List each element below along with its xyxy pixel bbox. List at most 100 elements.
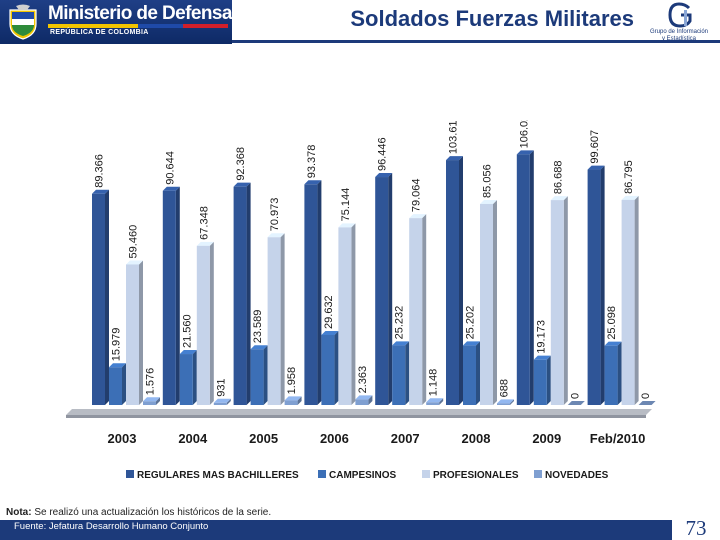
bar-top [109, 363, 126, 368]
bar [533, 359, 547, 405]
bar-side [617, 341, 622, 405]
country-name: REPÚBLICA DE COLOMBIA [50, 29, 149, 36]
x-tick-labels: 2003 2004 2005 2006 2007 2008 2009 Feb/2010 [108, 431, 646, 446]
bar-top [638, 401, 656, 405]
ministry-name: Ministerio de Defensa Nacional [48, 3, 311, 24]
bar-side [459, 156, 463, 405]
legend: REGULARES MAS BACHILLERES CAMPESINOS PROFE… [126, 470, 609, 481]
bar-side [634, 195, 639, 405]
data-label: 25.202 [465, 306, 477, 340]
data-label: 89.366 [94, 154, 106, 188]
x-tick-label: 2007 [391, 431, 420, 446]
bar-side [388, 173, 393, 405]
flag-stripe [48, 24, 228, 28]
bar-top [338, 223, 356, 228]
bar [126, 264, 139, 405]
data-label: 25.098 [606, 306, 618, 340]
bar-top [162, 186, 180, 191]
data-label: 70.973 [269, 198, 281, 232]
bar-side [105, 189, 109, 405]
bar-side [405, 341, 410, 405]
page-number: 73 [672, 516, 720, 540]
bar-top [179, 350, 197, 355]
bar [284, 400, 298, 405]
bar-side [156, 397, 160, 405]
bar-top [233, 182, 251, 187]
bar-top [426, 398, 444, 403]
data-label: 85.056 [482, 164, 494, 198]
bar-top [516, 150, 534, 155]
group-line-2: y Estadística [661, 36, 696, 42]
legend-label: NOVEDADES [545, 470, 609, 481]
group-name: Grupo de Información y Estadística [640, 29, 718, 43]
bar-side [351, 223, 356, 405]
bar [143, 401, 156, 405]
data-label: 19.173 [535, 320, 547, 354]
bar-side [122, 363, 126, 405]
data-label: 67.348 [198, 206, 210, 240]
gi-logo-icon [668, 2, 692, 28]
bar-side [510, 399, 514, 405]
bar [109, 367, 122, 405]
bar-top [375, 173, 393, 178]
bar-top [621, 195, 639, 200]
bar [426, 402, 440, 405]
bar [550, 200, 564, 405]
bar-side [600, 165, 605, 405]
header-rule [232, 40, 720, 43]
bar [409, 218, 423, 405]
bar-top [550, 196, 568, 201]
bar-side [476, 341, 480, 405]
bar-side [209, 241, 214, 405]
data-labels: 89.366 15.979 59.460 1.576 90.644 21.560 67.34… [94, 120, 653, 399]
bar-side [297, 396, 302, 405]
data-label: 75.144 [340, 188, 352, 222]
bar-top [92, 189, 109, 194]
note-label: Nota: [6, 507, 32, 518]
x-tick-label: 2008 [462, 431, 491, 446]
data-label: 93.378 [306, 145, 318, 179]
bar [321, 334, 335, 405]
bar [338, 227, 352, 405]
bar [233, 186, 247, 405]
bar-side [439, 398, 444, 405]
bar [92, 193, 105, 405]
bar [604, 345, 618, 405]
footer-bar [0, 520, 672, 540]
footnote: Nota: Se realizó una actualización los h… [6, 507, 271, 518]
x-tick-label: 2006 [320, 431, 349, 446]
data-label: 59.460 [128, 225, 140, 259]
bar-top [604, 341, 622, 346]
bar-side [368, 395, 373, 405]
bar-side [317, 180, 322, 405]
bar-chart: 89.366 15.979 59.460 1.576 90.644 21.560 67.34… [66, 120, 656, 481]
legend-label: REGULARES MAS BACHILLERES [137, 470, 299, 481]
legend-label: CAMPESINOS [329, 470, 397, 481]
bar-side [246, 182, 251, 405]
data-label: 0 [569, 393, 581, 399]
x-tick-label: 2005 [249, 431, 278, 446]
bar-top [480, 199, 497, 204]
data-label: 92.368 [235, 147, 247, 181]
data-label: 103.616 [448, 120, 460, 154]
bar [480, 203, 493, 405]
data-label: 21.560 [181, 314, 193, 348]
bar-side [226, 398, 231, 405]
bar-top [267, 233, 285, 238]
bar-side [263, 345, 268, 405]
x-tick-label: 2004 [178, 431, 208, 446]
bar [304, 184, 318, 405]
bar-top [284, 396, 302, 401]
data-label: 86.795 [623, 160, 635, 194]
bar [621, 199, 635, 405]
header: Ministerio de Defensa Nacional REPÚBLICA… [0, 0, 720, 44]
x-tick-label: 2003 [108, 431, 137, 446]
legend-swatch [422, 470, 430, 478]
bar [446, 160, 459, 405]
page-title: Soldados Fuerzas Militares [350, 6, 634, 31]
bar [516, 154, 530, 405]
coat-of-arms-icon [9, 4, 37, 40]
data-label: 1.576 [145, 368, 157, 396]
bar-side [334, 330, 339, 405]
bar-top [392, 341, 410, 346]
